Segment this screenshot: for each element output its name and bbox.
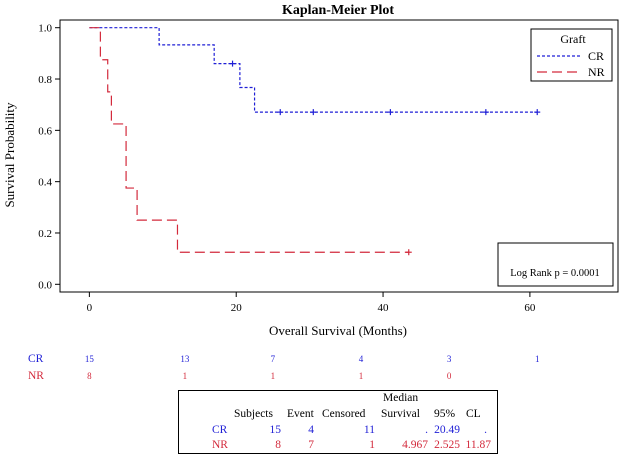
at-risk-count-cr: 13	[180, 354, 190, 364]
row-cr-censored: 11	[363, 424, 375, 436]
row-nr-event: 7	[308, 439, 314, 451]
row-nr-censored: 1	[369, 439, 375, 451]
km-curve-cr	[89, 27, 538, 113]
at-risk-count-nr: 8	[87, 371, 92, 381]
row-cr-ci-high: .	[484, 424, 487, 436]
series-group	[89, 27, 541, 256]
row-nr-subjects: 8	[275, 439, 281, 451]
at-risk-label-cr: CR	[28, 353, 44, 365]
at-risk-count-cr: 7	[271, 354, 276, 364]
row-nr-name: NR	[212, 439, 228, 451]
logrank-annotation: Log Rank p = 0.0001	[497, 242, 614, 287]
km-curve-nr	[89, 27, 409, 253]
hdr-subjects: Subjects	[234, 408, 273, 420]
chart-title: Kaplan-Meier Plot	[282, 3, 394, 18]
row-nr-median: 4.967	[402, 439, 428, 451]
hdr-event: Event	[287, 408, 314, 420]
at-risk-count-cr: 1	[535, 354, 540, 364]
x-tick-label: 40	[378, 302, 390, 314]
at-risk-count-cr: 15	[85, 354, 95, 364]
row-cr-name: CR	[212, 424, 228, 436]
hdr-cl: CL	[466, 408, 481, 420]
at-risk-table: CR151374310NR81110	[28, 353, 540, 382]
row-cr-median: .	[425, 424, 428, 436]
y-tick-label: 0.0	[38, 279, 52, 291]
at-risk-count-cr: 4	[359, 354, 364, 364]
legend-title: Graft	[560, 32, 586, 46]
x-axis: 0 20 40 60	[87, 292, 536, 314]
y-tick-label: 1.0	[38, 23, 52, 35]
y-axis-label: Survival Probability	[2, 102, 17, 208]
x-tick-label: 0	[87, 302, 93, 314]
legend-label-cr: CR	[588, 49, 604, 63]
hdr-ci: 95%	[434, 408, 456, 420]
hdr-censored: Censored	[322, 408, 366, 420]
row-cr-event: 4	[308, 424, 314, 436]
at-risk-count-cr: 3	[447, 354, 452, 364]
y-tick-label: 0.2	[38, 228, 52, 240]
stats-table: Median Subjects Event Censored Survival …	[178, 390, 498, 454]
row-nr-ci-low: 2.525	[434, 439, 460, 451]
logrank-text: Log Rank p = 0.0001	[510, 268, 600, 279]
row-cr-subjects: 15	[269, 424, 282, 436]
y-tick-label: 0.8	[38, 74, 52, 86]
legend: Graft CR NR	[530, 28, 613, 82]
at-risk-count-nr: 1	[183, 371, 188, 381]
x-axis-label: Overall Survival (Months)	[269, 323, 407, 338]
at-risk-count-nr: 1	[359, 371, 364, 381]
y-axis: 0.0 0.2 0.4 0.6 0.8 1.0	[38, 23, 60, 291]
legend-label-nr: NR	[588, 65, 605, 79]
at-risk-count-nr: 0	[447, 371, 452, 381]
x-tick-label: 60	[524, 302, 536, 314]
plot-frame	[59, 19, 619, 293]
y-tick-label: 0.6	[38, 125, 52, 137]
row-cr-ci-low: 20.49	[434, 424, 460, 436]
hdr-survival: Survival	[381, 408, 420, 420]
at-risk-count-nr: 1	[271, 371, 276, 381]
at-risk-label-nr: NR	[28, 370, 44, 382]
hdr-median: Median	[383, 392, 419, 404]
x-tick-label: 20	[231, 302, 243, 314]
row-nr-ci-high: 11.87	[465, 439, 491, 451]
y-tick-label: 0.4	[38, 177, 52, 189]
logrank-box	[497, 242, 614, 287]
